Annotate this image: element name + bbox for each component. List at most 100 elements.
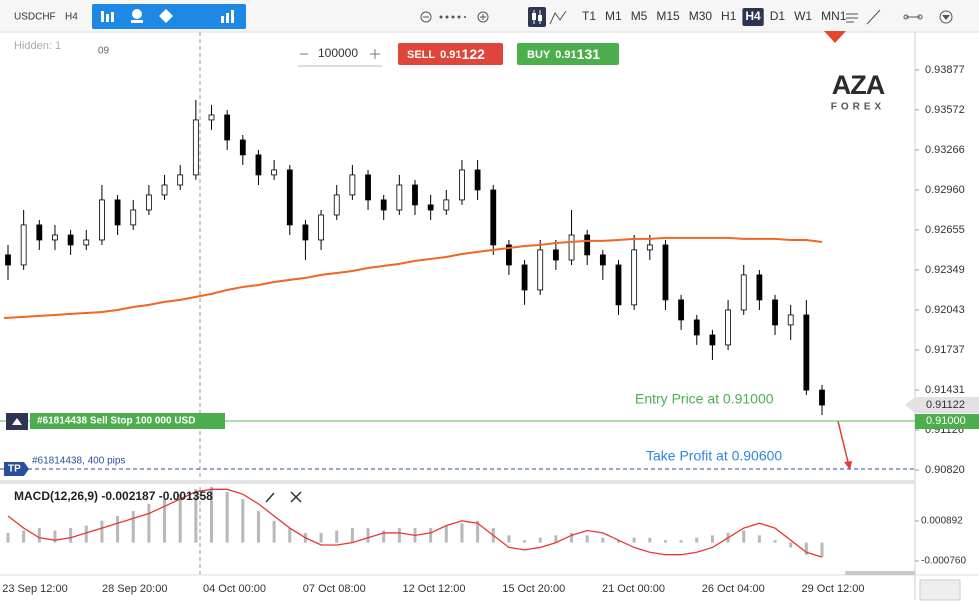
macd-bar xyxy=(429,528,433,543)
macd-bar xyxy=(710,535,714,543)
candle-body xyxy=(255,154,262,176)
x-tick-label: 12 Oct 12:00 xyxy=(403,583,466,595)
tp-label: #61814438, 400 pips xyxy=(32,456,125,467)
volume[interactable]: 100000 xyxy=(318,46,358,60)
entry-label-box xyxy=(30,413,225,429)
macd-bar xyxy=(773,540,777,543)
macd-signal xyxy=(7,488,823,558)
indicator-close[interactable] xyxy=(290,491,302,503)
candle-body xyxy=(130,209,137,226)
entry-price: 0.91000 xyxy=(926,415,966,427)
candle-body xyxy=(52,234,58,241)
right-tools[interactable] xyxy=(846,9,953,25)
macd-bar xyxy=(695,537,699,543)
candle-body xyxy=(584,234,591,256)
y-tick-label: 0.91431 xyxy=(925,384,965,396)
y-tick-label: 0.92960 xyxy=(925,184,965,196)
candle-body xyxy=(772,299,778,326)
timeframe[interactable]: M30 xyxy=(689,9,713,23)
candle-body xyxy=(396,184,403,211)
timeframe[interactable]: MN1 xyxy=(821,9,847,23)
macd-bar xyxy=(350,528,354,543)
macd-bar xyxy=(444,525,448,543)
candle-body xyxy=(20,224,27,266)
candle-mode-button[interactable] xyxy=(528,7,546,27)
logo-main: AZA xyxy=(832,70,885,100)
macd-bar xyxy=(554,535,558,543)
candle-body xyxy=(615,264,622,306)
buy-button[interactable] xyxy=(517,43,619,65)
macd-bar xyxy=(397,528,401,543)
timeframe[interactable]: T1 xyxy=(582,9,596,23)
symbol: USDCHF xyxy=(14,12,56,23)
period: H4 xyxy=(65,12,78,23)
candle-body xyxy=(709,334,716,346)
sell-price-pips: 122 xyxy=(462,46,486,62)
resize-button[interactable] xyxy=(919,579,961,601)
macd-bar xyxy=(742,530,746,543)
candle-body xyxy=(333,194,340,216)
candle-body xyxy=(740,274,747,311)
timeframe[interactable]: M1 xyxy=(605,9,622,23)
indicator-edit[interactable] xyxy=(265,492,275,503)
macd-bar xyxy=(757,535,761,543)
zoom-controls[interactable] xyxy=(420,11,489,23)
candle-body xyxy=(506,244,512,266)
macd-bar xyxy=(632,537,636,543)
candle-body xyxy=(427,204,434,211)
buy-price-pips: 131 xyxy=(577,46,601,62)
macd-bar xyxy=(194,489,198,543)
x-tick-label: 07 Oct 08:00 xyxy=(303,583,366,595)
timeframe[interactable]: D1 xyxy=(770,9,786,23)
candle-body xyxy=(646,244,653,251)
candle-body xyxy=(412,184,418,206)
timeframe[interactable]: M5 xyxy=(631,9,648,23)
macd-bar xyxy=(131,511,135,543)
candle-body xyxy=(161,184,168,196)
tp-badge xyxy=(4,462,29,476)
timeframe[interactable]: M15 xyxy=(656,9,680,23)
volume-plus[interactable] xyxy=(370,49,380,59)
timeframe[interactable]: H4 xyxy=(745,9,761,23)
y-tick-label: 0.92349 xyxy=(925,264,965,276)
y-tick-label: 0.90820 xyxy=(925,464,965,476)
candle-body xyxy=(286,169,293,226)
buy-word: BUY xyxy=(527,49,551,61)
x-tick-label: 29 Oct 12:00 xyxy=(802,583,865,595)
macd-bar xyxy=(679,540,683,543)
macd-bar xyxy=(69,528,73,543)
current-price: 0.91122 xyxy=(926,399,965,411)
macd-bar xyxy=(256,511,260,543)
sell-button[interactable] xyxy=(398,43,503,65)
candle-body xyxy=(208,114,215,121)
macd-bar xyxy=(366,528,370,543)
x-tick-label: 21 Oct 00:00 xyxy=(602,583,665,595)
candle-body xyxy=(239,139,246,156)
candle-body xyxy=(318,214,324,241)
candle-body xyxy=(271,169,278,176)
entry-label: #61814438 Sell Stop 100 000 USD xyxy=(37,416,195,427)
macd-bar xyxy=(804,542,808,555)
candle-body xyxy=(725,309,731,346)
timeframe[interactable]: H1 xyxy=(721,9,737,23)
macd-bar xyxy=(663,540,667,543)
candle-body xyxy=(678,299,685,321)
macd-bar xyxy=(617,540,620,543)
candle-body xyxy=(552,249,559,261)
hidden-count[interactable]: Hidden: 1 xyxy=(14,40,61,52)
scrollbar[interactable] xyxy=(845,571,915,575)
macd-bar xyxy=(147,503,151,543)
moving-average xyxy=(3,236,823,319)
line-mode-button[interactable] xyxy=(549,10,567,25)
candle-body xyxy=(521,264,528,291)
candle-body xyxy=(787,314,794,326)
macd-bar xyxy=(225,491,229,543)
sell-word: SELL xyxy=(407,49,435,61)
timeframe[interactable]: W1 xyxy=(794,9,812,23)
macd-bar xyxy=(523,540,527,543)
candle-body xyxy=(114,199,121,226)
macd-bar xyxy=(6,532,10,543)
candle-body xyxy=(177,174,184,186)
macd-bar xyxy=(100,520,104,543)
